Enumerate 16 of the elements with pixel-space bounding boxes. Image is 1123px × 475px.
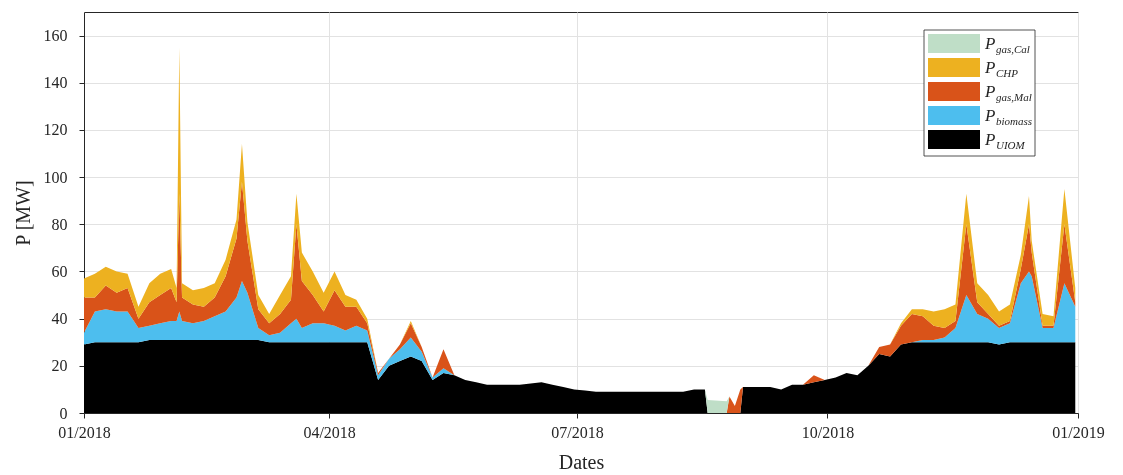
y-tick-label: 80 bbox=[51, 215, 68, 233]
y-axis-title: P [MW] bbox=[11, 180, 34, 246]
x-tick-label: 10/2018 bbox=[801, 423, 855, 441]
y-tick-label: 160 bbox=[43, 27, 68, 45]
x-tick-label: 01/2019 bbox=[1052, 423, 1105, 441]
y-tick-label: 40 bbox=[51, 310, 68, 328]
y-tick-label: 100 bbox=[43, 168, 68, 186]
y-tick-label: 0 bbox=[59, 404, 68, 422]
x-axis-title: Dates bbox=[558, 450, 605, 473]
y-tick-label: 120 bbox=[43, 121, 68, 139]
y-tick-label: 60 bbox=[51, 262, 68, 280]
x-tick-label: 04/2018 bbox=[303, 423, 356, 441]
x-tick-label: 01/2018 bbox=[58, 423, 111, 441]
x-tick-label: 07/2018 bbox=[551, 423, 604, 441]
y-tick-label: 140 bbox=[43, 74, 68, 92]
y-tick-label: 20 bbox=[51, 357, 68, 375]
